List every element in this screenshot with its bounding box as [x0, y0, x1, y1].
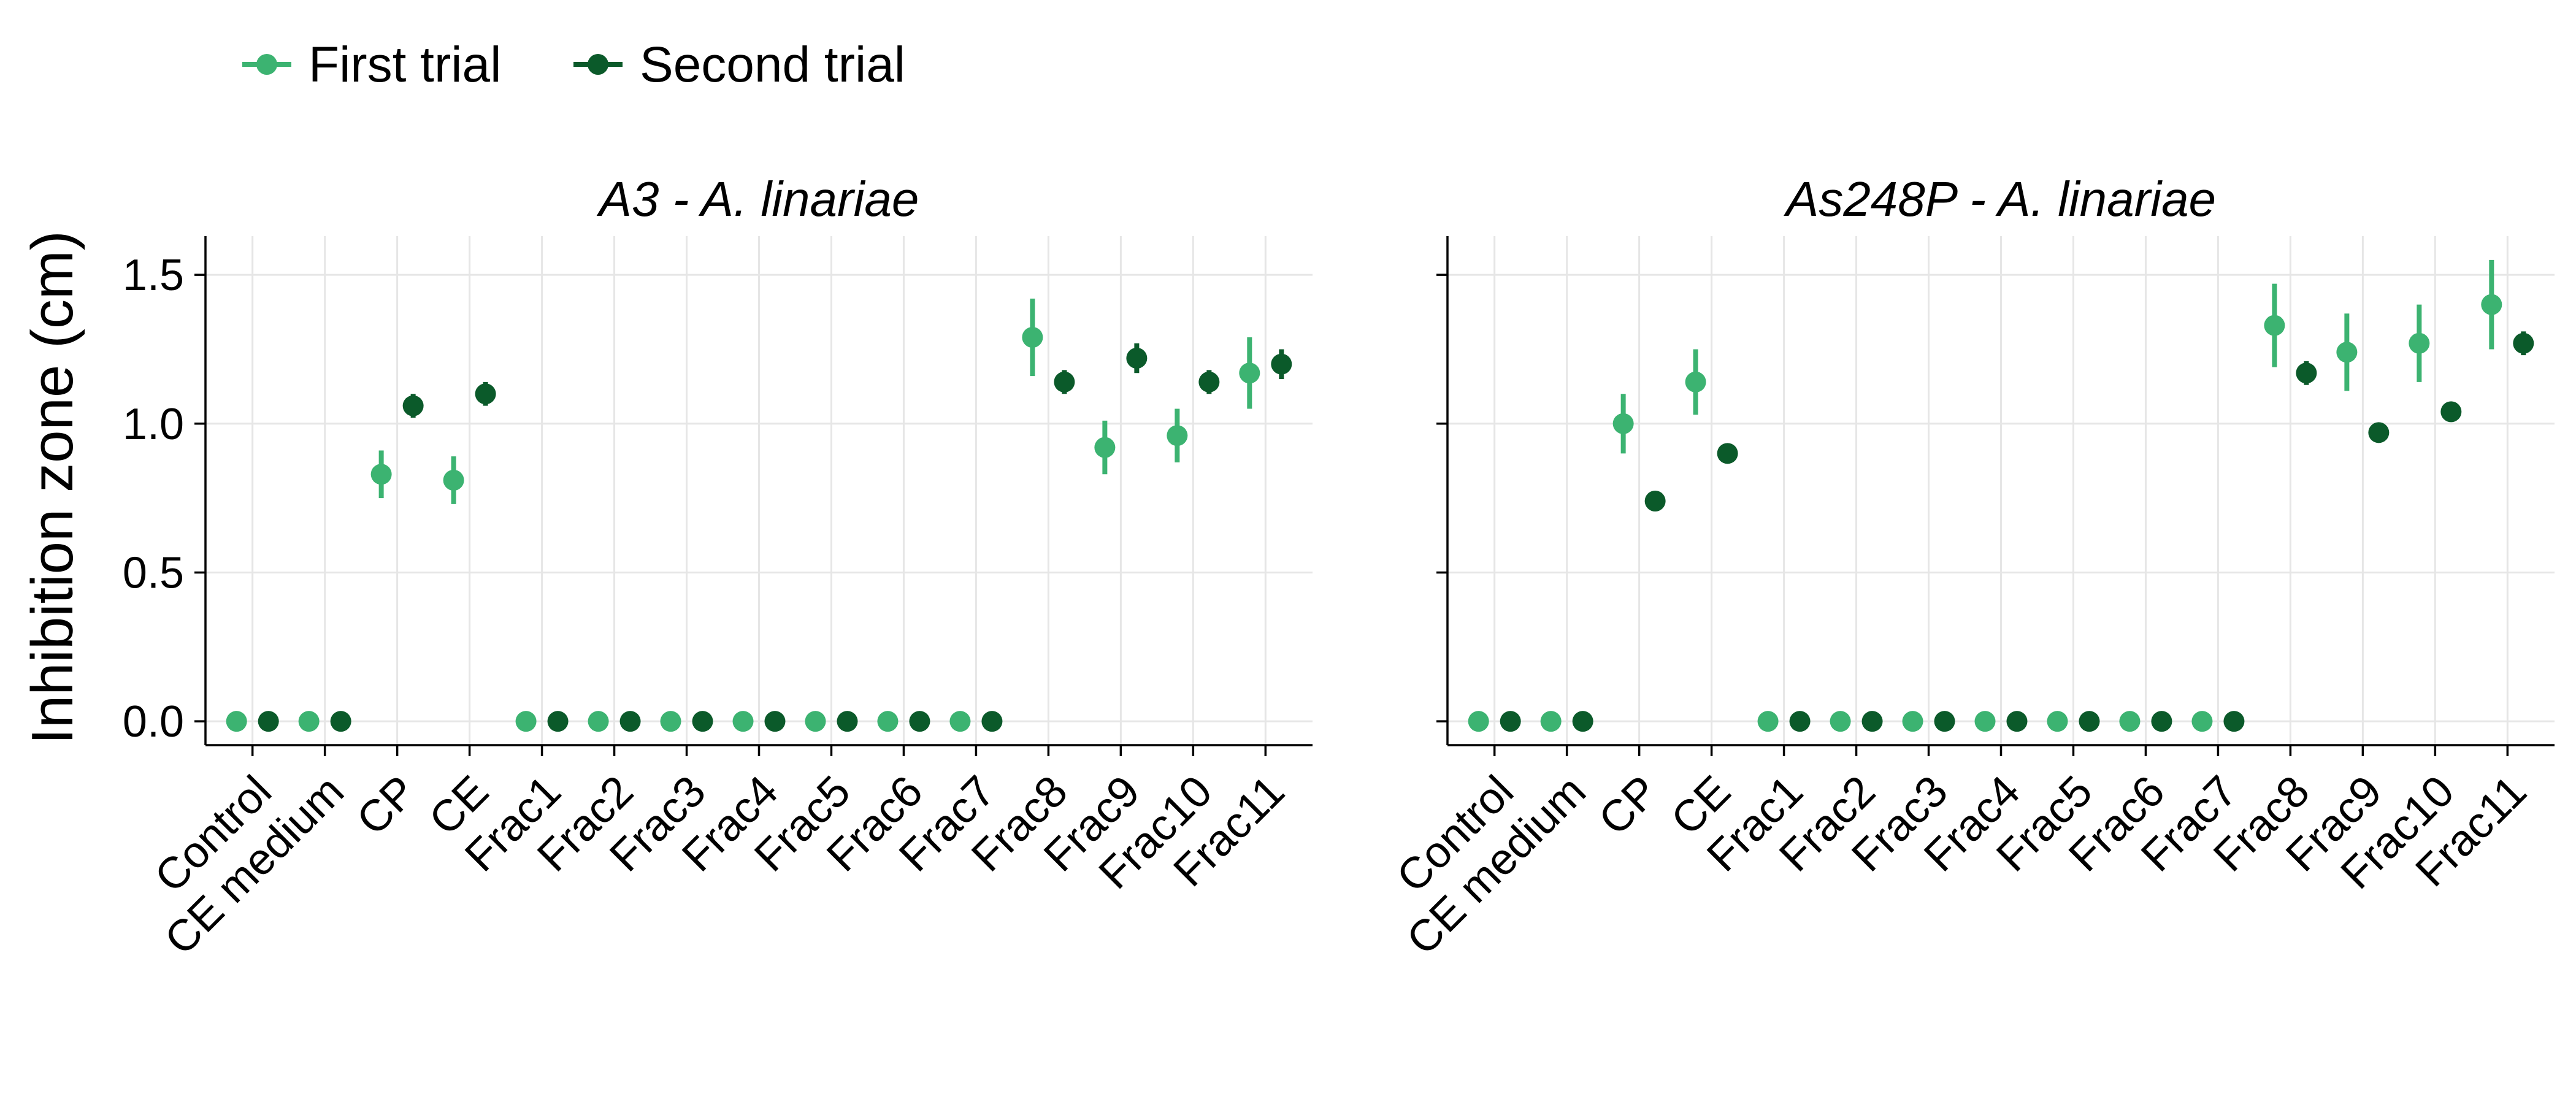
- data-point: [1271, 353, 1292, 375]
- data-point: [515, 711, 537, 732]
- y-tick-label: 0.0: [123, 697, 184, 746]
- series-first-trial: [226, 298, 1260, 732]
- data-point: [732, 711, 754, 732]
- data-point: [2296, 362, 2317, 384]
- data-point: [258, 711, 279, 732]
- data-point: [981, 711, 1003, 732]
- data-point: [837, 711, 858, 732]
- data-point: [330, 711, 351, 732]
- data-point: [949, 711, 971, 732]
- data-point: [660, 711, 681, 732]
- data-point: [2047, 711, 2068, 732]
- data-point: [619, 711, 641, 732]
- data-point: [1757, 711, 1779, 732]
- y-tick-label: 1.0: [123, 400, 184, 449]
- data-point: [1167, 425, 1188, 446]
- data-point: [2191, 711, 2213, 732]
- data-point: [909, 711, 930, 732]
- legend-item-first-trial: First trial: [242, 37, 501, 93]
- data-point: [475, 383, 496, 405]
- data-point: [370, 464, 392, 485]
- data-point: [1902, 711, 1923, 732]
- data-point: [588, 711, 609, 732]
- data-point: [1830, 711, 1851, 732]
- data-point: [1468, 711, 1489, 732]
- data-point: [1789, 711, 1811, 732]
- data-point: [2481, 294, 2502, 315]
- data-point: [2440, 401, 2462, 423]
- data-point: [1572, 711, 1593, 732]
- data-point: [805, 711, 826, 732]
- data-point: [2006, 711, 2028, 732]
- legend-marker: [588, 54, 608, 75]
- data-point: [692, 711, 713, 732]
- data-point: [443, 470, 464, 491]
- y-tick-label: 1.5: [123, 251, 184, 300]
- series-second-trial: [1500, 331, 2534, 732]
- data-point: [1861, 711, 1883, 732]
- data-point: [2079, 711, 2100, 732]
- legend: First trial Second trial: [242, 37, 905, 93]
- data-point: [1717, 443, 1738, 464]
- legend-label: First trial: [309, 37, 501, 93]
- grid: [1447, 236, 2555, 745]
- data-point: [1198, 371, 1220, 393]
- data-point: [2223, 711, 2245, 732]
- data-point: [1974, 711, 1996, 732]
- series-first-trial: [1468, 259, 2502, 732]
- data-point: [1022, 327, 1043, 348]
- data-point: [2119, 711, 2141, 732]
- legend-item-second-trial: Second trial: [573, 37, 905, 93]
- y-tick-label: 0.5: [123, 548, 184, 597]
- data-point: [1054, 371, 1075, 393]
- grid: [205, 236, 1313, 745]
- data-point: [2409, 332, 2430, 354]
- data-point: [2151, 711, 2172, 732]
- data-point: [1934, 711, 1955, 732]
- legend-marker: [256, 54, 277, 75]
- data-point: [1126, 348, 1148, 369]
- x-tick-label: CP: [348, 767, 426, 845]
- data-point: [402, 395, 424, 416]
- data-point: [2513, 332, 2534, 354]
- data-point: [1644, 490, 1666, 511]
- data-point: [2264, 315, 2285, 336]
- data-point: [1540, 711, 1562, 732]
- x-tick-label: CP: [1590, 767, 1668, 845]
- data-point: [1612, 413, 1634, 434]
- data-point: [2368, 422, 2390, 443]
- y-axis-title: Inhibition zone (cm): [20, 231, 85, 745]
- data-point: [1094, 437, 1116, 458]
- data-point: [298, 711, 320, 732]
- data-point: [226, 711, 247, 732]
- panel-title: A3 - A. linariae: [597, 172, 919, 226]
- data-point: [1500, 711, 1521, 732]
- data-point: [547, 711, 569, 732]
- data-point: [1239, 362, 1260, 384]
- data-point: [1685, 371, 1706, 393]
- data-point: [877, 711, 899, 732]
- data-point: [764, 711, 786, 732]
- series-second-trial: [258, 343, 1292, 732]
- data-point: [2336, 342, 2358, 363]
- panel-title: As248P - A. linariae: [1784, 172, 2216, 226]
- legend-label: Second trial: [640, 37, 905, 93]
